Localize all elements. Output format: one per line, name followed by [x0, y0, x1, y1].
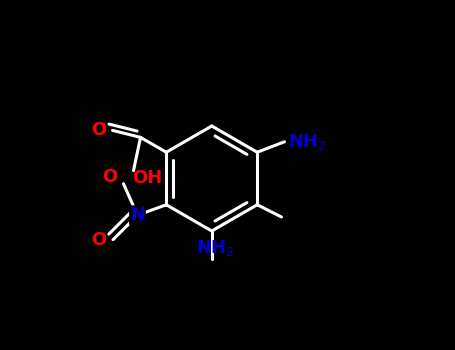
Text: OH: OH	[132, 169, 162, 187]
Text: NH$_2$: NH$_2$	[196, 238, 234, 259]
Text: O: O	[102, 168, 117, 186]
Text: O: O	[91, 231, 106, 249]
Text: O: O	[91, 121, 106, 139]
Text: N: N	[130, 206, 145, 224]
Text: NH$_2$: NH$_2$	[288, 132, 327, 152]
